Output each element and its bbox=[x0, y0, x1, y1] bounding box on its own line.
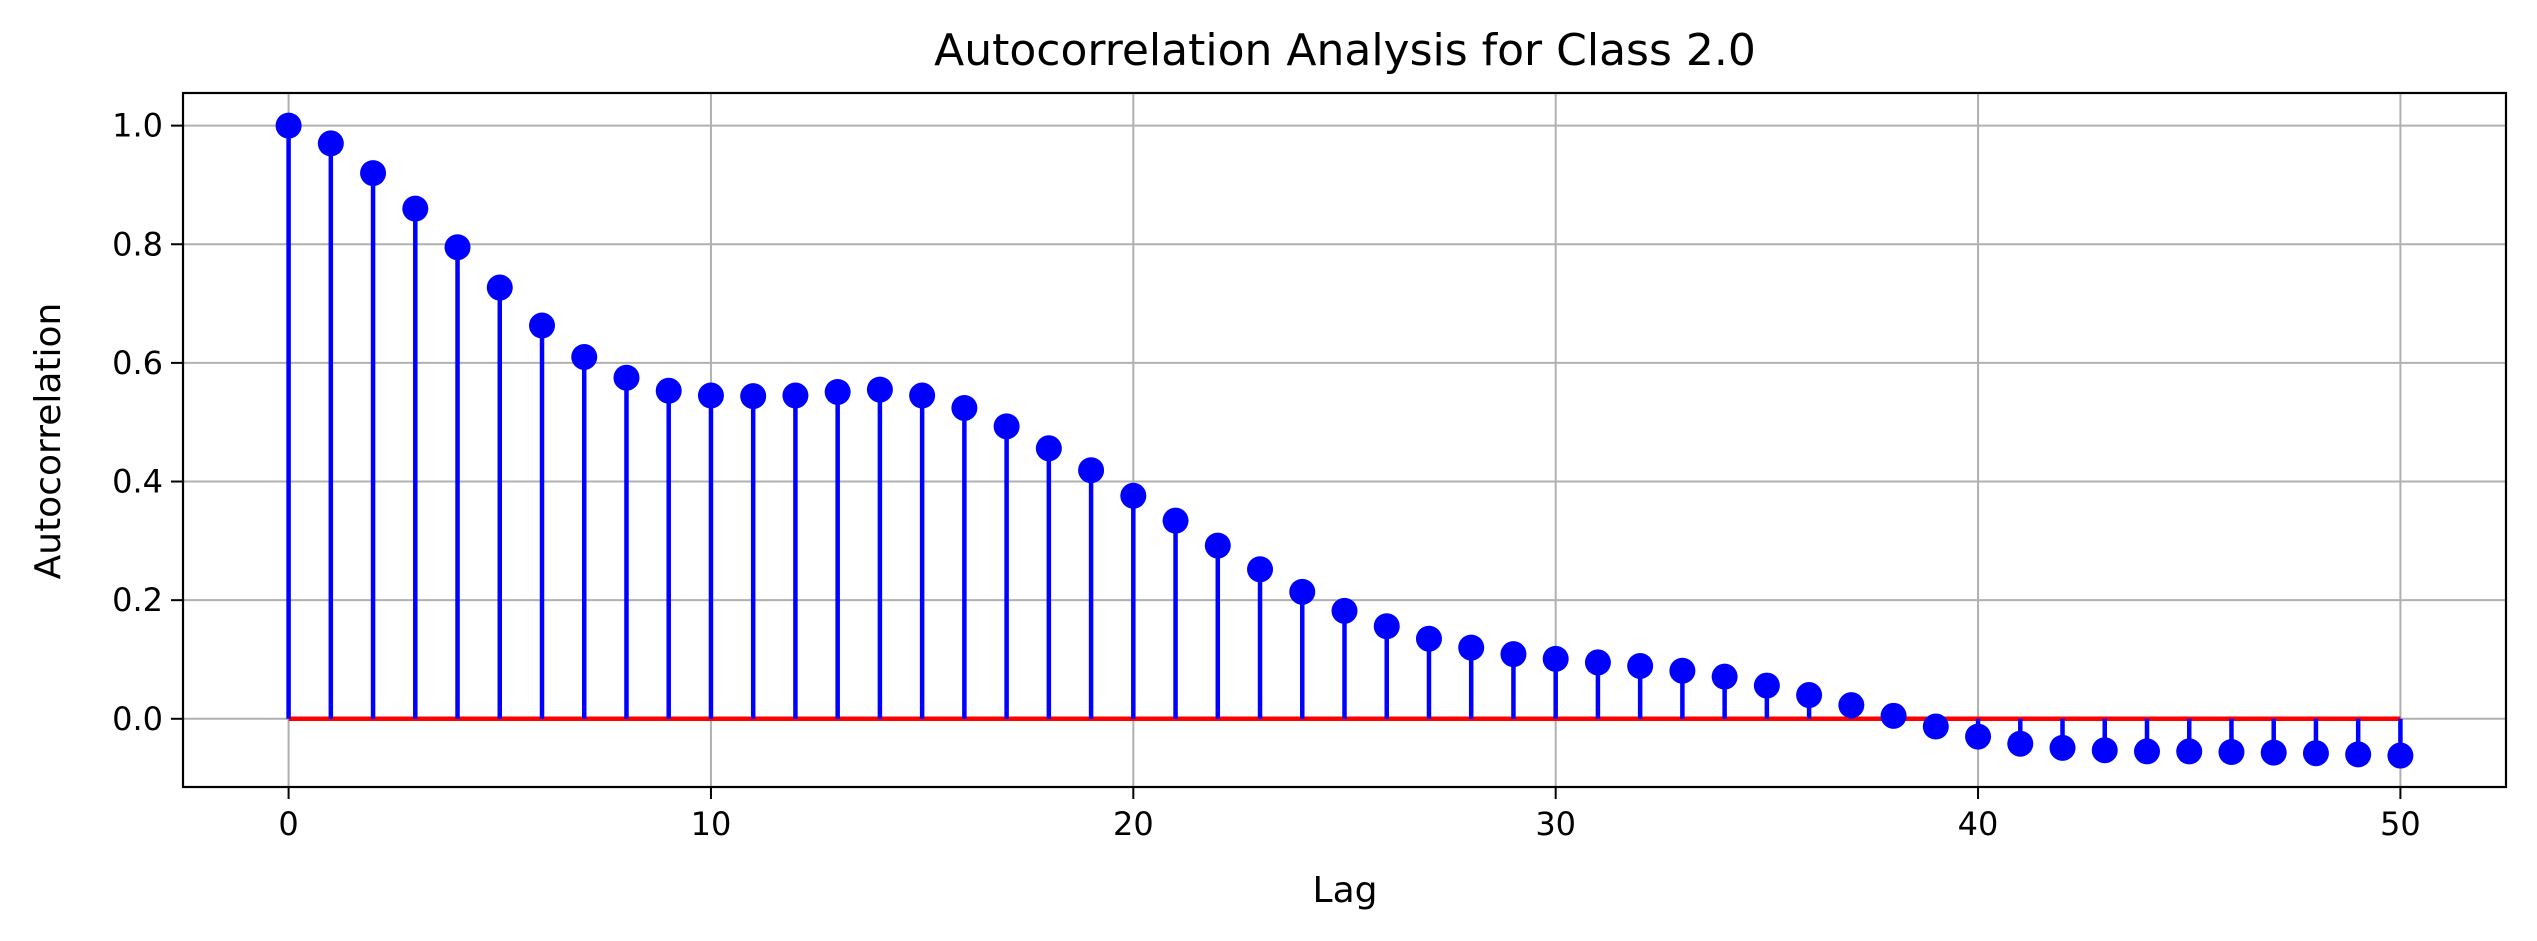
x-tick-label: 50 bbox=[2380, 805, 2421, 843]
data-point-marker bbox=[1247, 556, 1274, 583]
data-point-marker bbox=[360, 160, 387, 187]
y-tick-label: 0.0 bbox=[112, 700, 163, 738]
data-point-marker bbox=[444, 234, 471, 261]
y-tick-label: 0.2 bbox=[112, 581, 163, 619]
data-point-marker bbox=[1373, 613, 1400, 640]
data-point-marker bbox=[1415, 625, 1442, 652]
data-point-marker bbox=[1838, 692, 1865, 719]
data-point-marker bbox=[1542, 645, 1569, 672]
data-point-marker bbox=[993, 413, 1020, 440]
data-point-marker bbox=[1965, 723, 1992, 750]
data-point-marker bbox=[486, 274, 513, 301]
data-point-marker bbox=[697, 382, 724, 409]
data-point-marker bbox=[1584, 649, 1611, 676]
chart-title: Autocorrelation Analysis for Class 2.0 bbox=[934, 25, 1756, 76]
data-point-marker bbox=[2133, 738, 2160, 765]
data-point-marker bbox=[655, 377, 682, 404]
y-tick-label: 0.6 bbox=[112, 344, 163, 382]
data-point-marker bbox=[824, 378, 851, 405]
ticks: 0 10 20 30 40 50 0.0 0.2 0.4 0.6 0.8 1.0 bbox=[112, 107, 2421, 843]
data-point-marker bbox=[866, 376, 893, 403]
data-point-marker bbox=[1078, 457, 1105, 484]
data-point-marker bbox=[529, 312, 556, 339]
data-point-marker bbox=[1922, 713, 1949, 740]
data-point-marker bbox=[2302, 740, 2329, 767]
data-point-marker bbox=[740, 383, 767, 410]
y-tick-label: 0.4 bbox=[112, 463, 163, 501]
data-point-marker bbox=[2387, 742, 2414, 769]
stems bbox=[286, 125, 2403, 756]
data-point-marker bbox=[2007, 730, 2034, 757]
data-point-marker bbox=[951, 394, 978, 421]
data-point-marker bbox=[1627, 652, 1654, 679]
data-point-marker bbox=[1289, 578, 1316, 605]
x-tick-label: 10 bbox=[691, 805, 732, 843]
data-point-marker bbox=[1796, 682, 1823, 709]
x-tick-label: 0 bbox=[278, 805, 298, 843]
x-tick-label: 20 bbox=[1113, 805, 1154, 843]
data-point-marker bbox=[2260, 739, 2287, 766]
data-point-marker bbox=[1162, 507, 1189, 534]
x-tick-label: 30 bbox=[1535, 805, 1576, 843]
plot-frame bbox=[181, 91, 2508, 789]
data-point-marker bbox=[1880, 702, 1907, 729]
data-point-marker bbox=[2049, 734, 2076, 761]
y-axis-label: Autocorrelation bbox=[28, 303, 69, 580]
y-tick-label: 1.0 bbox=[112, 107, 163, 145]
data-point-marker bbox=[317, 130, 344, 157]
x-tick-label: 40 bbox=[1958, 805, 1999, 843]
data-point-marker bbox=[275, 112, 302, 139]
data-point-marker bbox=[613, 364, 640, 391]
data-point-marker bbox=[2176, 738, 2203, 765]
data-point-marker bbox=[1035, 435, 1062, 462]
data-point-marker bbox=[2091, 737, 2118, 764]
data-point-marker bbox=[1711, 663, 1738, 690]
markers bbox=[275, 112, 2414, 769]
data-point-marker bbox=[1753, 672, 1780, 699]
data-point-marker bbox=[1204, 532, 1231, 559]
data-point-marker bbox=[2218, 739, 2245, 766]
data-point-marker bbox=[402, 195, 429, 222]
data-point-marker bbox=[1500, 641, 1527, 668]
data-point-marker bbox=[909, 382, 936, 409]
x-axis-label: Lag bbox=[1313, 870, 1378, 911]
data-point-marker bbox=[1669, 657, 1696, 684]
data-point-marker bbox=[1331, 597, 1358, 624]
data-point-marker bbox=[1120, 482, 1147, 509]
data-point-marker bbox=[2345, 741, 2372, 768]
data-point-marker bbox=[571, 343, 598, 370]
data-point-marker bbox=[782, 382, 809, 409]
y-tick-label: 0.8 bbox=[112, 225, 163, 263]
data-point-marker bbox=[1458, 634, 1485, 661]
